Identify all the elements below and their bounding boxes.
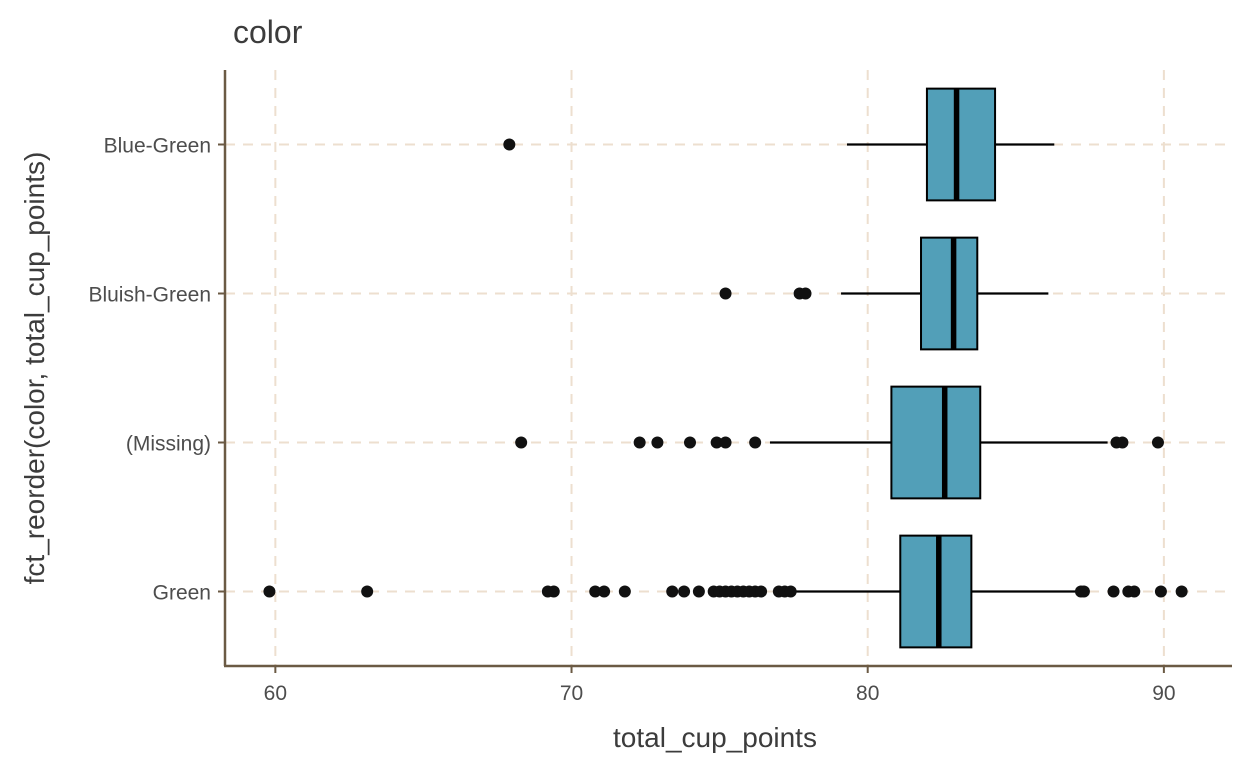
outlier-point (749, 436, 762, 449)
outlier-point (503, 138, 516, 151)
x-tick-label: 70 (560, 682, 583, 705)
x-axis-title: total_cup_points (613, 722, 817, 753)
tick-layer: 60 70 80 90 Blue-Green Bluish-Green (Missing) G… (88, 135, 1175, 706)
y-tick-label: Bluish-Green (88, 284, 211, 307)
outlier-point (633, 436, 646, 449)
box-group (719, 236, 1049, 351)
outlier-point (719, 436, 732, 449)
iqr-box (925, 87, 997, 202)
outlier-point (515, 436, 528, 449)
iqr-box (890, 385, 982, 500)
outlier-point (719, 287, 732, 300)
iqr-box (920, 236, 979, 351)
outlier-point (678, 585, 691, 598)
outlier-point (1128, 585, 1141, 598)
outlier-point (710, 436, 723, 449)
outlier-point (547, 585, 560, 598)
outlier-point (651, 436, 664, 449)
outlier-point (666, 585, 679, 598)
outlier-point (683, 436, 696, 449)
outlier-point (263, 585, 276, 598)
outlier-point (1077, 585, 1090, 598)
box-group (503, 87, 1055, 202)
y-tick-label: (Missing) (126, 433, 211, 456)
outlier-point (799, 287, 812, 300)
gridlines (225, 70, 1232, 666)
y-tick-label: Blue-Green (104, 135, 211, 158)
chart-title: color (233, 14, 303, 50)
outlier-point (618, 585, 631, 598)
x-tick-label: 80 (856, 682, 879, 705)
outlier-point (755, 585, 768, 598)
outlier-point (692, 585, 705, 598)
box-layer (263, 87, 1188, 649)
box-group (263, 534, 1188, 649)
y-tick-label: Green (153, 582, 211, 605)
y-axis-title: fct_reorder(color, total_cup_points) (19, 152, 50, 585)
outlier-point (1116, 436, 1129, 449)
outlier-point (1154, 585, 1167, 598)
outlier-point (1151, 436, 1164, 449)
outlier-point (784, 585, 797, 598)
box-group (515, 385, 1164, 500)
x-tick-label: 90 (1152, 682, 1175, 705)
outlier-point (598, 585, 611, 598)
axes (223, 70, 1232, 668)
iqr-box (899, 534, 973, 649)
x-tick-label: 60 (264, 682, 287, 705)
outlier-point (589, 585, 602, 598)
outlier-point (361, 585, 374, 598)
outlier-point (1175, 585, 1188, 598)
outlier-point (1107, 585, 1120, 598)
